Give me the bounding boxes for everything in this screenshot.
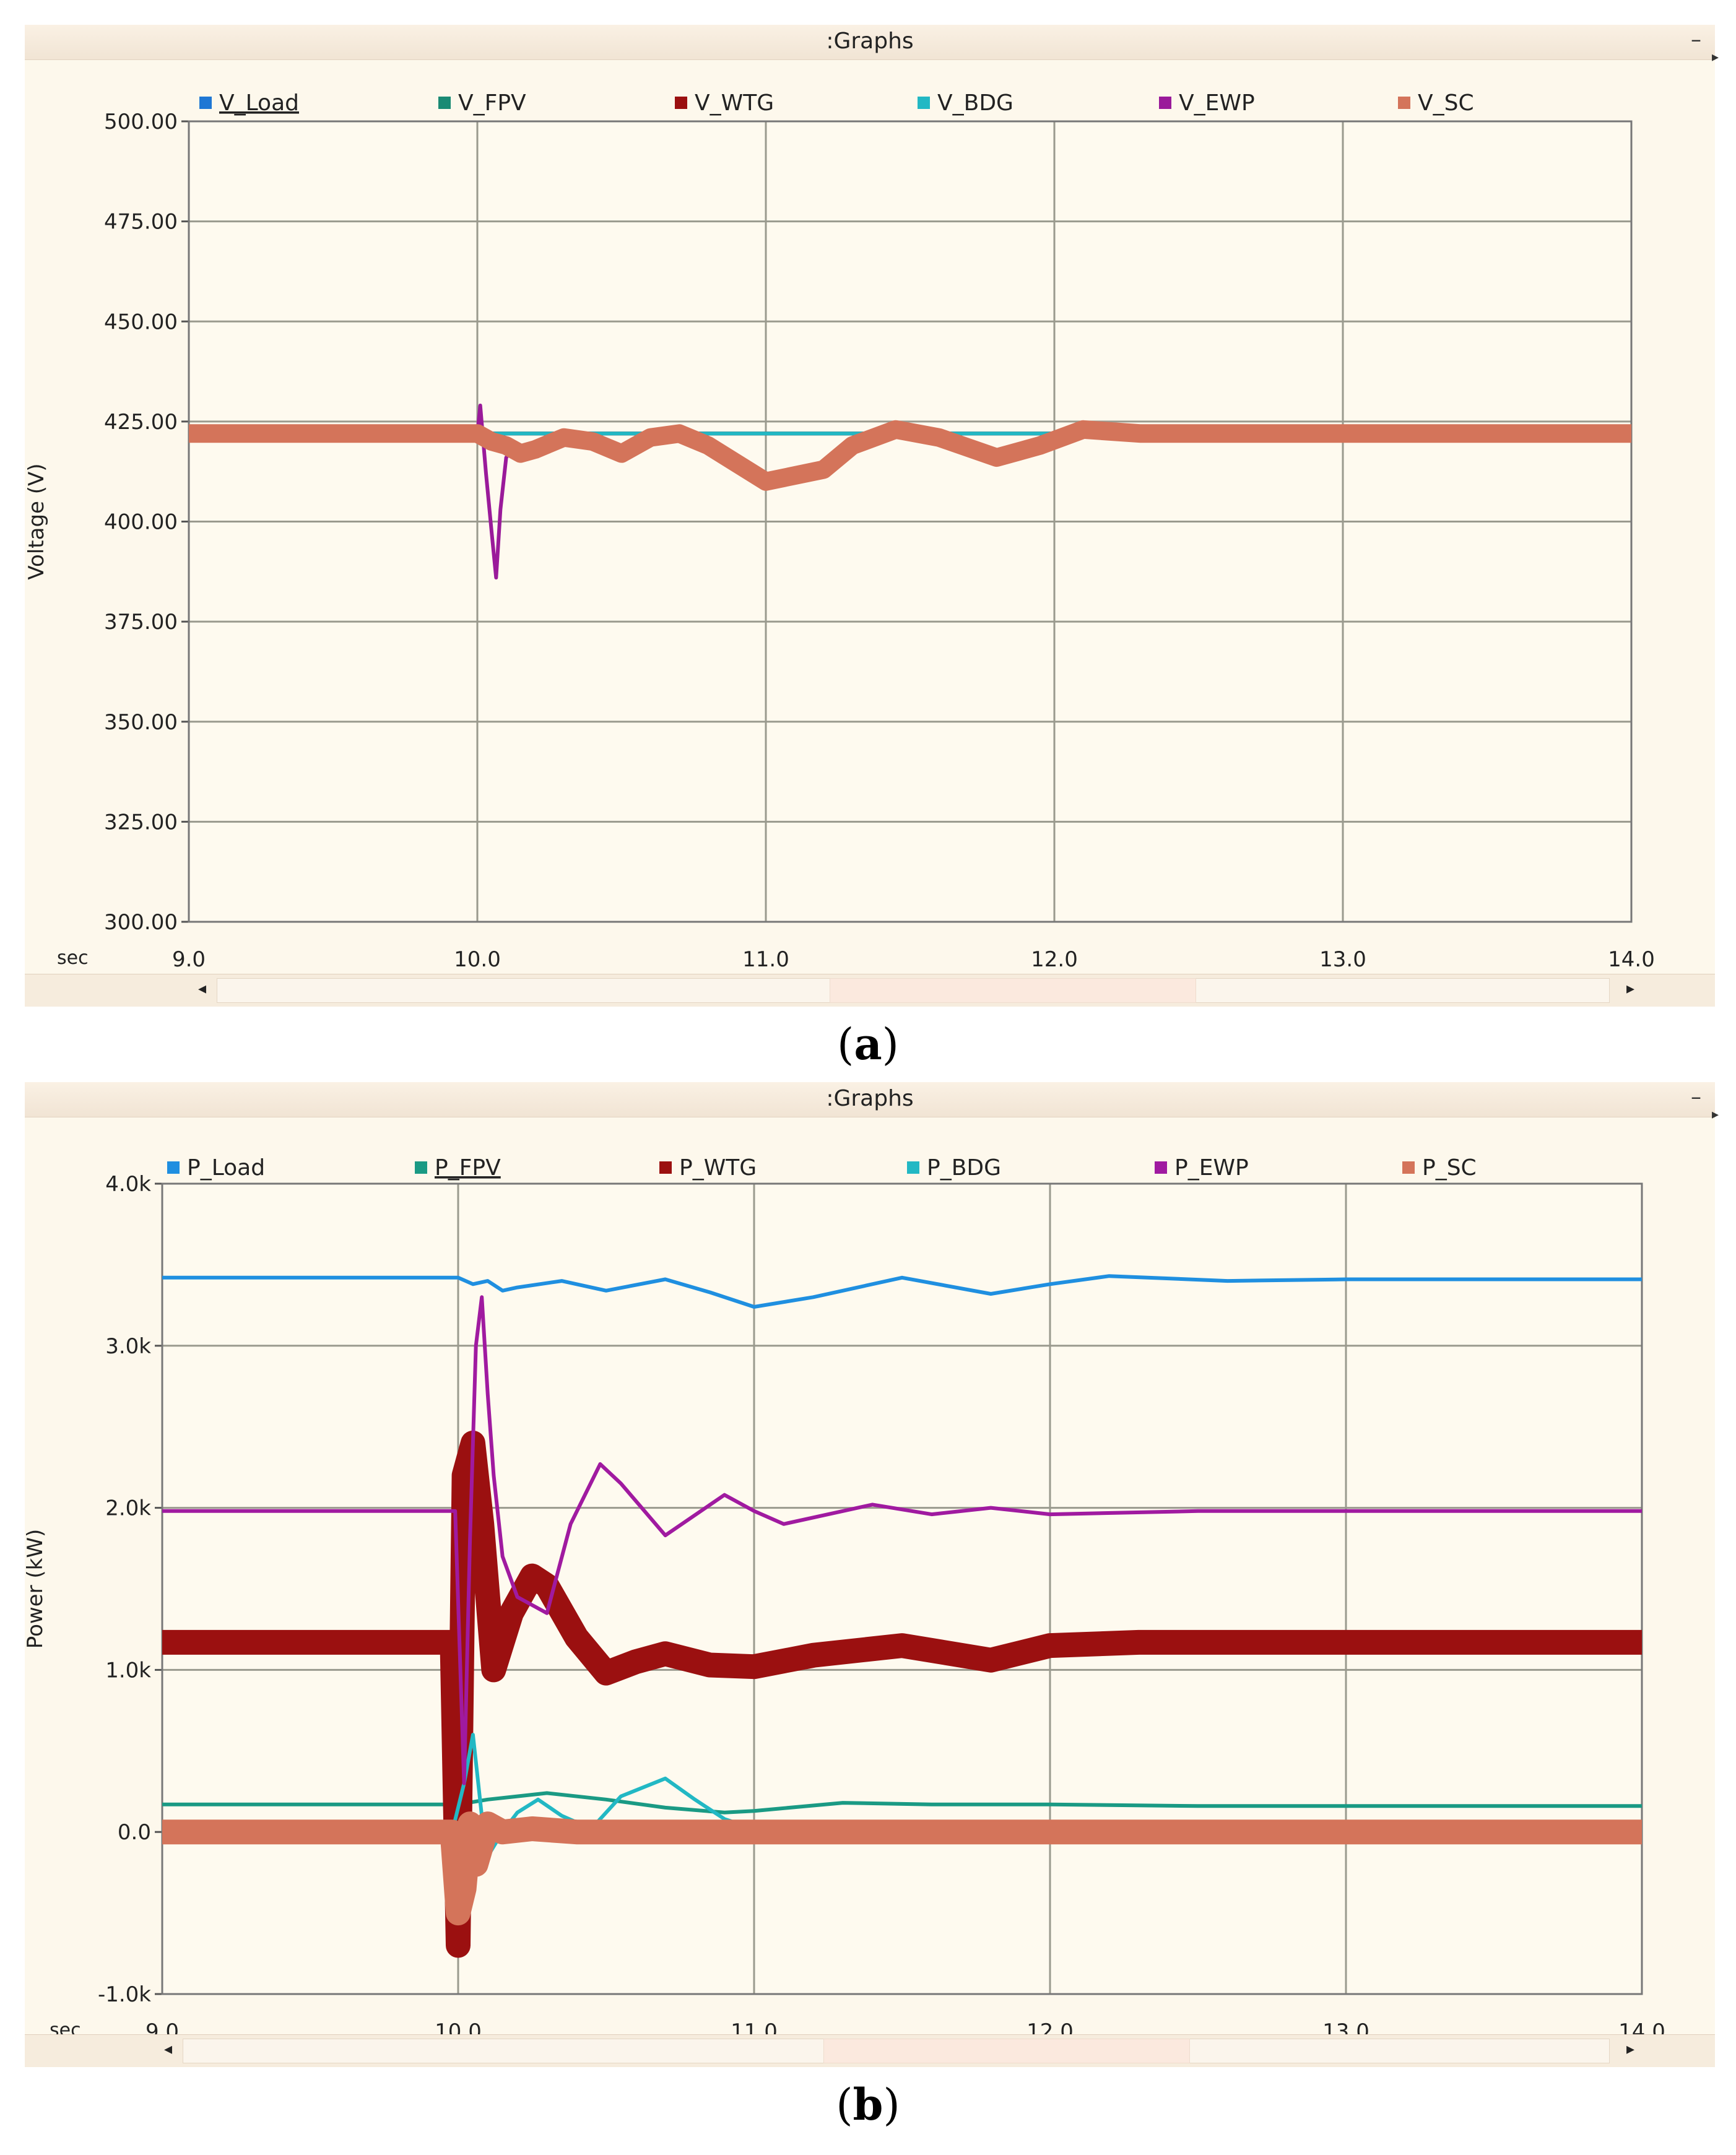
caption-a: (a) (837, 1018, 899, 1070)
series-line-V_SC (189, 420, 1631, 491)
graph-window-voltage: :Graphs – ▸ 9.0 10.0 11.0 12.0 13.0 14.0 300.0… (25, 25, 1719, 1007)
legend-swatch (415, 1161, 427, 1174)
horizontal-scrollbar[interactable]: ◂ ▸ (25, 974, 1715, 1007)
minimize-button[interactable]: – (1691, 27, 1701, 52)
series-line-P_WTG (162, 1430, 1642, 1958)
y-tick-label: 425.00 (104, 410, 178, 435)
legend-label: P_Load (187, 1155, 265, 1181)
legend-label: V_FPV (458, 90, 526, 116)
x-tick-label: 13.0 (1319, 947, 1366, 972)
x-axis-unit-label: sec (57, 947, 89, 969)
series-group (189, 404, 1631, 579)
y-tick-label: 375.00 (104, 610, 178, 635)
caption-b: (b) (836, 2079, 900, 2130)
plot-frame (161, 1182, 1643, 1995)
legend-label: V_BDG (937, 90, 1013, 116)
caption-letter: a (854, 1018, 882, 1070)
legend-label: V_EWP (1179, 90, 1255, 116)
graph-window-titlebar: :Graphs – ▸ (25, 25, 1719, 65)
legend-swatch (199, 97, 212, 109)
legend-swatch (659, 1161, 672, 1174)
y-tick-label: 2.0k (105, 1496, 151, 1521)
graph-window-titlebar: :Graphs – ▸ (25, 1082, 1719, 1122)
legend-swatch (918, 97, 930, 109)
y-tick-label: 4.0k (105, 1172, 151, 1197)
y-tick-label: 3.0k (105, 1334, 151, 1359)
x-tick-label: 12.0 (1031, 947, 1078, 972)
legend-label: V_Load (219, 90, 299, 116)
legend-swatch (438, 97, 451, 109)
legend-label: P_SC (1422, 1155, 1477, 1181)
y-tick-label: 400.00 (104, 510, 178, 535)
legend-swatch (675, 97, 687, 109)
series-line-P_SC (162, 1811, 1642, 1926)
legend-label: P_BDG (927, 1155, 1001, 1181)
legend-label: P_FPV (435, 1155, 501, 1181)
legend-label: V_SC (1418, 90, 1474, 116)
x-tick-label: 12.0 (1026, 2019, 1074, 2034)
y-tick-label: 300.00 (104, 910, 178, 935)
x-tick-label: 13.0 (1322, 2019, 1369, 2034)
x-tick-label: 10.0 (454, 947, 501, 972)
minimize-button[interactable]: – (1691, 1085, 1701, 1109)
legend-swatch (167, 1161, 180, 1174)
scroll-left-arrow-icon[interactable]: ◂ (198, 979, 207, 998)
y-tick-label: 325.00 (104, 810, 178, 835)
scroll-left-arrow-icon[interactable]: ◂ (164, 2040, 173, 2058)
panel-expand-arrow-icon[interactable]: ▸ (1711, 50, 1719, 65)
window-title: :Graphs (826, 28, 914, 54)
legend-label: P_EWP (1174, 1155, 1249, 1181)
series-line-P_FPV (162, 1791, 1642, 1815)
x-tick-label: 9.0 (145, 2019, 179, 2034)
scroll-thumb[interactable] (830, 978, 1196, 1003)
voltage-chart: 9.0 10.0 11.0 12.0 13.0 14.0 300.00 325.00 350.0… (25, 90, 1655, 972)
y-tick-label: 500.00 (104, 110, 178, 134)
legend-swatch (1402, 1161, 1415, 1174)
legend-swatch (1159, 97, 1171, 109)
panel-expand-arrow-icon[interactable]: ▸ (1711, 1107, 1719, 1122)
x-tick-label: 9.0 (172, 947, 206, 972)
y-tick-label: 475.00 (104, 210, 178, 235)
scroll-right-arrow-icon[interactable]: ▸ (1626, 2040, 1634, 2058)
series-line-P_Load (162, 1274, 1642, 1309)
y-tick-label: 350.00 (104, 710, 178, 735)
x-tick-label: 10.0 (435, 2019, 482, 2034)
series-group (162, 1274, 1642, 1958)
y-tick-label: 0.0 (118, 1820, 151, 1845)
legend-label: P_WTG (679, 1155, 757, 1181)
x-tick-label: 14.0 (1608, 947, 1655, 972)
scroll-thumb[interactable] (823, 2039, 1190, 2063)
x-axis-unit-label: sec (50, 2019, 81, 2034)
x-tick-label: 14.0 (1618, 2019, 1665, 2034)
horizontal-scrollbar[interactable]: ◂ ▸ (25, 2034, 1715, 2067)
y-tick-label: -1.0k (98, 1982, 151, 2007)
legend-swatch (1155, 1161, 1167, 1174)
graph-window-power: :Graphs – ▸ 9.0 10.0 11.0 12.0 13.0 14.0 -1.0k… (25, 1082, 1719, 2067)
window-title: :Graphs (826, 1086, 914, 1111)
legend-label: V_WTG (695, 90, 774, 116)
plot-area (162, 1184, 1642, 1994)
plot-frame (188, 120, 1633, 923)
y-tick-label: 450.00 (104, 310, 178, 334)
y-axis-label: Voltage (V) (25, 463, 49, 579)
y-axis-label: Power (kW) (25, 1529, 48, 1649)
power-chart: 9.0 10.0 11.0 12.0 13.0 14.0 -1.0k 0.0 1.0k 2.0k 3… (25, 1155, 1665, 2034)
legend-swatch (1398, 97, 1410, 109)
scroll-right-arrow-icon[interactable]: ▸ (1626, 979, 1634, 998)
series-line-P_EWP (162, 1295, 1642, 1785)
caption-letter: b (853, 2079, 883, 2130)
legend-swatch (907, 1161, 919, 1174)
x-tick-label: 11.0 (731, 2019, 778, 2034)
y-tick-label: 1.0k (105, 1658, 151, 1683)
x-tick-label: 11.0 (742, 947, 789, 972)
